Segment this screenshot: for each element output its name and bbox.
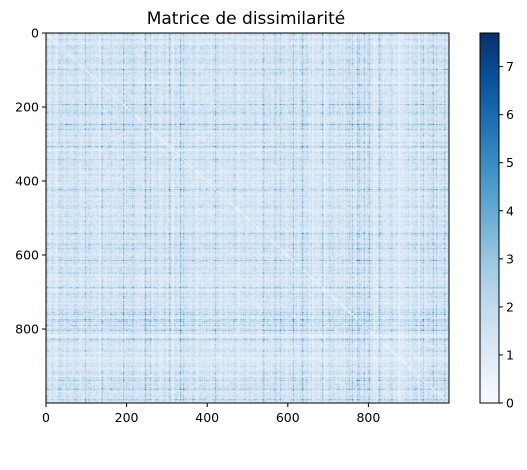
heatmap-image: [46, 33, 449, 403]
chart-title: Matrice de dissimilarité: [147, 9, 346, 29]
colorbar-tick-label: 2: [506, 299, 514, 314]
x-tick-label: 400: [195, 410, 219, 425]
x-tick-label: 800: [356, 410, 380, 425]
colorbar-tick-label: 1: [506, 347, 514, 362]
x-axis: 0 200 400 600 800: [42, 403, 380, 425]
y-tick-label: 200: [15, 100, 39, 115]
y-tick-label: 0: [31, 26, 39, 41]
x-tick-label: 200: [115, 410, 139, 425]
y-tick-label: 600: [15, 248, 39, 263]
colorbar-tick-label: 3: [506, 251, 514, 266]
colorbar-tick-label: 4: [506, 203, 514, 218]
x-tick-label: 0: [42, 410, 50, 425]
y-tick-label: 800: [15, 322, 39, 337]
colorbar-ticks: 0 1 2 3 4 5 6 7: [499, 59, 514, 410]
heatmap-plot: 0 200 400 600 800 0 200 400 600 800: [15, 26, 449, 426]
colorbar-gradient: [480, 33, 499, 403]
y-tick-label: 400: [15, 174, 39, 189]
colorbar-tick-label: 6: [506, 107, 514, 122]
x-tick-label: 600: [276, 410, 300, 425]
colorbar-tick-label: 0: [506, 396, 514, 411]
colorbar-tick-label: 5: [506, 155, 514, 170]
colorbar: 0 1 2 3 4 5 6 7: [480, 33, 514, 411]
y-axis: 0 200 400 600 800: [15, 26, 46, 337]
colorbar-tick-label: 7: [506, 59, 514, 74]
